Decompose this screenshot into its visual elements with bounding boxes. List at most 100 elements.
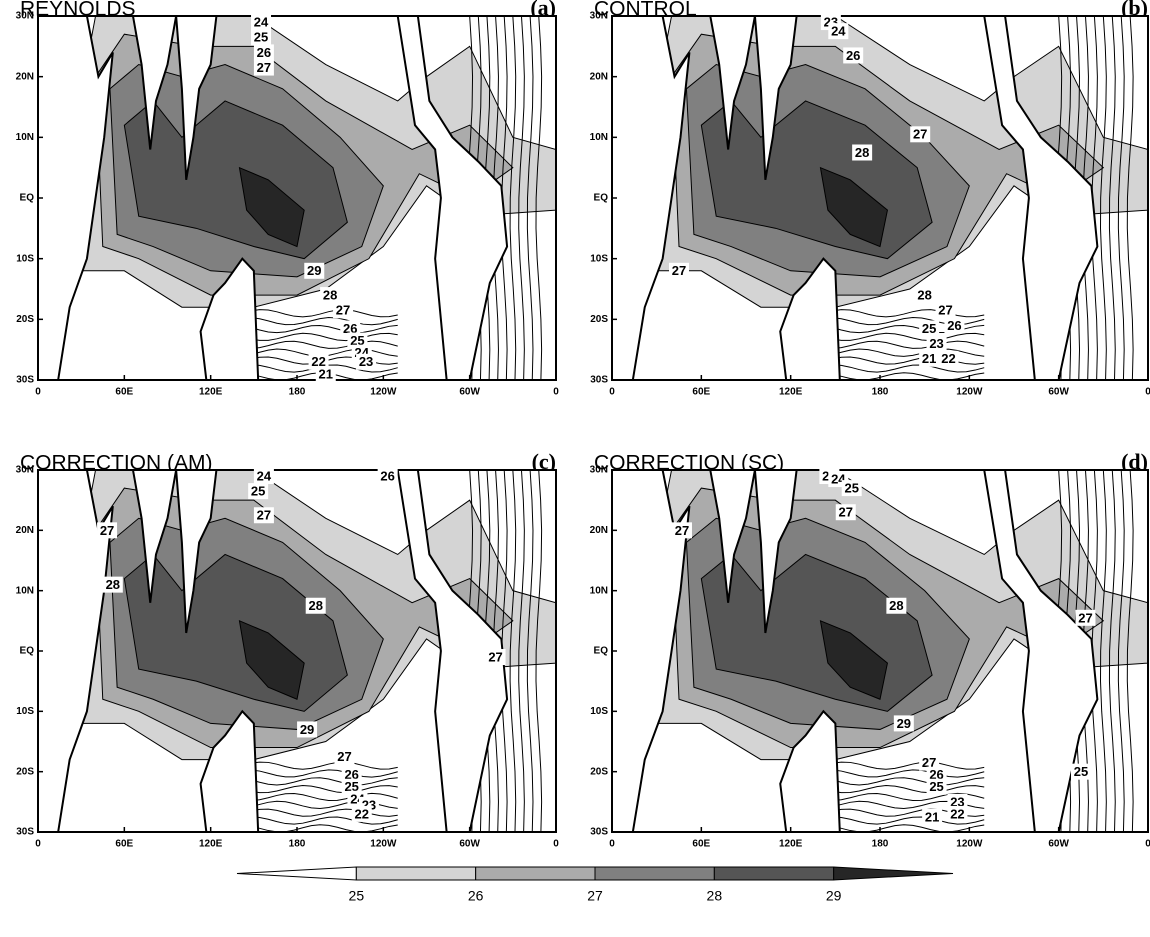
map-field	[38, 16, 556, 380]
colorbar-segment	[713, 866, 835, 881]
contour-label-box	[253, 59, 274, 76]
contour-label-box	[315, 365, 336, 382]
contour-label-box	[347, 332, 368, 349]
colorbar-tick-label: 25	[349, 888, 365, 904]
lat-tick-label: 10S	[590, 253, 608, 264]
contour-label-box	[893, 715, 914, 732]
contour-label: 25	[350, 333, 364, 348]
contour-label-box	[305, 597, 326, 614]
contour-label: 27	[100, 523, 114, 538]
contour-label-box	[828, 23, 849, 40]
contour-label: 25	[344, 779, 358, 794]
lat-tick-label: 10S	[16, 253, 34, 264]
panel-title: CORRECTION (SC)	[594, 452, 784, 475]
colorbar-tick-label: 29	[826, 888, 842, 904]
lon-tick-label: 0	[35, 839, 41, 850]
lon-tick-label: 0	[1145, 839, 1150, 850]
contour-label: 26	[929, 767, 943, 782]
lat-tick-label: EQ	[20, 193, 35, 204]
contour-label: 28	[855, 145, 869, 160]
lat-tick-label: 10N	[590, 585, 608, 596]
lon-tick-label: 180	[289, 839, 306, 850]
lon-tick-label: 60W	[459, 387, 480, 398]
lon-tick-label: 120E	[779, 387, 803, 398]
colorbar-tick-label: 28	[707, 888, 723, 904]
lon-tick-label: 0	[609, 387, 615, 398]
contour-label: 22	[950, 806, 964, 821]
contour-label-box	[919, 320, 940, 337]
contour-label: 29	[307, 263, 321, 278]
lon-tick-label: 120E	[199, 839, 223, 850]
contour-label-box	[886, 597, 907, 614]
lat-tick-label: EQ	[594, 646, 609, 657]
colorbar-tick-label: 27	[587, 888, 603, 904]
contour-label-box	[253, 507, 274, 524]
lon-tick-label: 60E	[115, 387, 133, 398]
lat-tick-label: 20N	[590, 71, 608, 82]
lon-tick-label: 0	[1145, 387, 1150, 398]
lon-tick-label: 120W	[956, 839, 983, 850]
colorbar: 25 26 27 28 29	[236, 866, 954, 904]
colorbar-segment	[355, 866, 477, 881]
contour-label-box	[308, 353, 329, 370]
lon-tick-label: 60W	[459, 839, 480, 850]
lat-tick-label: 10S	[16, 706, 34, 717]
lat-tick-label: EQ	[20, 646, 35, 657]
contour-label: 21	[319, 366, 333, 381]
contour-label-box	[922, 808, 943, 825]
lat-tick-label: 30S	[590, 827, 608, 838]
contour-label-box	[253, 44, 274, 61]
contour-label: 25	[922, 321, 936, 336]
contour-label: 26	[344, 767, 358, 782]
lat-tick-label: EQ	[594, 193, 609, 204]
colorbar-segment	[236, 866, 357, 881]
contour-label-box	[914, 287, 935, 304]
contour-label: 23	[359, 354, 373, 369]
contour-label: 26	[846, 48, 860, 63]
contour-label: 27	[257, 508, 271, 523]
contour-label-box	[935, 302, 956, 319]
contour-label-box	[341, 766, 362, 783]
contour-label: 21	[922, 351, 936, 366]
contour-label: 29	[300, 722, 314, 737]
contour-label-box	[253, 468, 274, 485]
map-field	[612, 16, 1148, 380]
contour-label-box	[248, 483, 269, 500]
lon-tick-label: 0	[609, 839, 615, 850]
contour-label: 28	[889, 598, 903, 613]
lat-tick-label: 30N	[590, 11, 608, 22]
contour-label: 28	[917, 288, 931, 303]
contour-label-box	[320, 287, 341, 304]
contour-label-box	[485, 649, 506, 666]
contour-label-box	[341, 778, 362, 795]
lat-tick-label: 10N	[590, 132, 608, 143]
contour-label: 27	[672, 263, 686, 278]
contour-label-box	[926, 766, 947, 783]
contour-label: 23	[929, 336, 943, 351]
contour-label: 27	[488, 649, 502, 664]
contour-label: 27	[922, 755, 936, 770]
lat-tick-label: 20S	[16, 766, 34, 777]
contour-label: 25	[1074, 764, 1088, 779]
contour-label: 27	[337, 749, 351, 764]
contour-label-box	[356, 353, 377, 370]
lat-tick-label: 30N	[16, 11, 34, 22]
lon-tick-label: 120W	[956, 387, 983, 398]
lon-tick-label: 120W	[370, 839, 397, 850]
contour-label: 25	[844, 481, 858, 496]
contour-label: 25	[254, 30, 268, 45]
contour-label: 22	[311, 354, 325, 369]
contour-label: 27	[938, 303, 952, 318]
lat-tick-label: 30S	[590, 375, 608, 386]
lat-tick-label: 30N	[590, 465, 608, 476]
contour-label-box	[97, 522, 118, 539]
contour-label-box	[919, 350, 940, 367]
lat-tick-label: 10N	[16, 132, 34, 143]
lat-tick-label: 20S	[590, 766, 608, 777]
contour-label: 24	[831, 24, 846, 39]
contour-label-box	[304, 262, 325, 279]
contour-label: 22	[355, 806, 369, 821]
